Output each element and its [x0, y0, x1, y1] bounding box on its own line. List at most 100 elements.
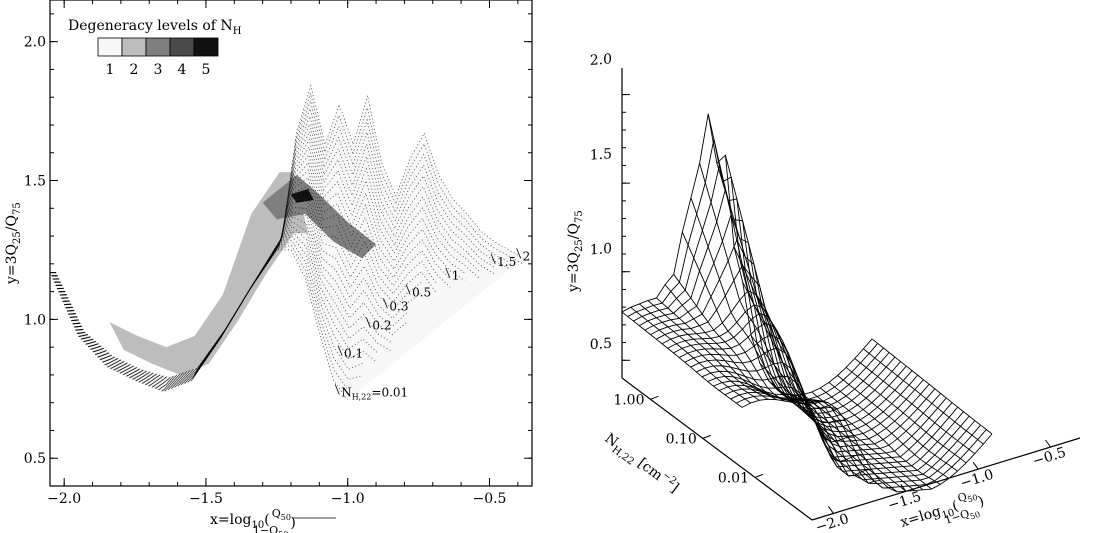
legend-swatch	[169, 37, 195, 57]
legend-level-label: 1	[106, 62, 115, 78]
mesh-line-x	[638, 303, 760, 401]
mesh-line-x	[837, 375, 958, 472]
xbase-tick	[972, 461, 979, 470]
legend-swatch	[193, 37, 219, 57]
mesh-line-x	[647, 300, 769, 400]
mesh-line-x	[699, 163, 820, 402]
xbase-tick	[828, 506, 834, 514]
degeneracy-region-5	[291, 188, 314, 203]
mesh-line-depth	[707, 375, 959, 468]
nh-contour	[53, 146, 466, 383]
mesh-line-x	[811, 391, 932, 490]
nh-contour	[53, 130, 480, 382]
contour-label: 1	[452, 269, 460, 283]
depth-tick-label: 1.00	[613, 392, 644, 408]
depth-tick-label: 0.01	[718, 470, 749, 486]
depth-tick	[702, 434, 711, 439]
nh-contour	[51, 216, 393, 389]
left-xlabel: x=log10(Q501−Q50)	[210, 507, 296, 533]
mesh-line-depth	[713, 380, 964, 472]
x-tick-label: −2.0	[47, 491, 81, 507]
legend-level-label: 5	[202, 62, 211, 78]
mesh-line-x	[802, 394, 924, 491]
y-tick-label: 1.0	[24, 312, 46, 328]
contour-layers: NH,22=0.01 0.1 0.2 0.3 0.5 1 1.5 2	[49, 84, 531, 401]
contour-label: 0.2	[372, 319, 391, 333]
depth-tick	[650, 395, 659, 400]
contour-label-tick	[445, 267, 451, 278]
contour-label-tick	[516, 248, 522, 259]
mesh-line-x	[863, 348, 984, 445]
xbase-tick-label: −2.0	[814, 511, 851, 533]
mesh-line-x	[630, 306, 751, 404]
surface-mesh	[621, 113, 993, 493]
left-ylabel: y=3Q25/Q75	[4, 202, 23, 285]
z-tick-label: 2.0	[590, 51, 612, 69]
mesh-line-depth	[644, 213, 896, 414]
nh-contour	[53, 138, 480, 382]
legend-swatch	[145, 37, 171, 57]
y-depth-axis	[621, 377, 813, 521]
right-plot: 0.51.01.52.0 0.010.101.00−2.0−1.5−1.0−0.…	[566, 51, 1081, 533]
nh-contour	[54, 99, 510, 380]
z-axis-ticks: 0.5 1.0 1.5 2.0	[590, 51, 630, 361]
mesh-line-depth	[638, 187, 890, 410]
mesh-line-x	[819, 387, 941, 485]
contour-label-tick	[337, 345, 343, 356]
contour-label: 0.1	[344, 346, 363, 360]
mesh-line-depth	[661, 290, 913, 428]
mesh-line-x	[656, 297, 777, 401]
xbase-tick-label: −0.5	[1031, 445, 1068, 470]
nh-contour	[54, 122, 495, 381]
contour-label-tick	[490, 253, 496, 264]
mesh-line-x	[845, 367, 967, 464]
xbase-tick-label: −1.0	[958, 467, 995, 492]
mesh-line-x	[690, 197, 812, 403]
x-base-axis	[811, 437, 1081, 521]
mesh-line-x	[768, 380, 889, 489]
mesh-line-x	[681, 231, 803, 404]
contour-label: 2	[523, 249, 531, 263]
contour-label-tick	[334, 384, 340, 395]
right-zlabel: y=3Q25/Q75	[566, 210, 585, 293]
z-tick-label: 1.0	[590, 241, 612, 259]
y-tick-label: 2.0	[24, 35, 46, 51]
x-tick-label: −1.5	[189, 491, 223, 507]
y-tick-label: 1.5	[24, 174, 46, 190]
mesh-line-x	[673, 274, 794, 404]
contour-label: 1.5	[497, 255, 516, 269]
legend-swatch	[97, 37, 123, 57]
mesh-line-x	[733, 246, 855, 443]
nh-contour	[54, 107, 509, 380]
legend-level-label: 2	[130, 62, 139, 78]
mesh-line-x	[725, 155, 846, 424]
nh-contour	[52, 177, 437, 385]
degeneracy-region-2	[109, 172, 309, 375]
mesh-line-x	[742, 282, 863, 462]
nh-contour	[53, 161, 451, 384]
depth-tick	[754, 473, 764, 478]
xbase-tick	[1045, 439, 1051, 448]
nh-contour	[50, 220, 392, 389]
mesh-line-x	[871, 338, 993, 435]
nh-contour	[52, 184, 436, 386]
nh-contour	[53, 153, 465, 384]
nh-contour	[51, 211, 407, 388]
nh-contour	[52, 192, 422, 386]
mesh-line-depth	[656, 264, 907, 423]
nh-contour	[54, 115, 495, 381]
mesh-line-depth	[621, 113, 873, 396]
left-plot: NH,22=0.01 0.1 0.2 0.3 0.5 1 1.5 2 −2.0 −1.5 −1.0…	[4, 0, 533, 533]
contour-label-tick	[405, 284, 411, 295]
legend-swatch	[121, 37, 147, 57]
mesh-line-x	[716, 163, 837, 410]
mesh-line-x	[776, 389, 898, 493]
x-tick-label: −0.5	[472, 491, 506, 507]
nh-contour	[49, 244, 349, 392]
mesh-line-x	[854, 358, 976, 455]
z-tick-label: 0.5	[590, 336, 612, 354]
mesh-line-x	[794, 394, 915, 491]
